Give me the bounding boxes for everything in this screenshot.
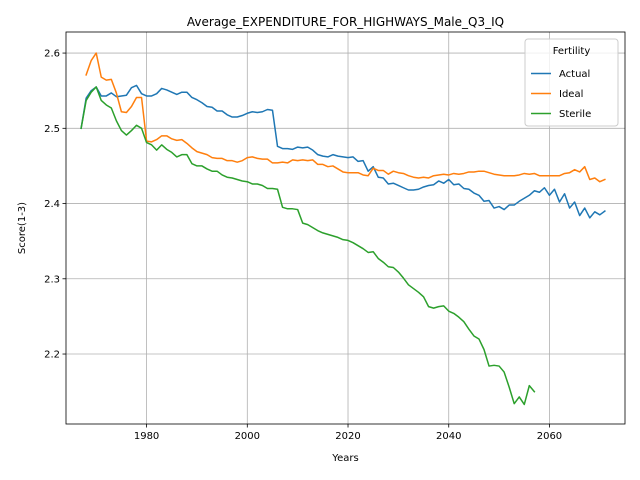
x-tick-label: 1980 bbox=[134, 431, 159, 442]
legend-items: Actual Ideal Sterile bbox=[531, 69, 591, 120]
y-tick-label: 2.3 bbox=[44, 274, 60, 285]
y-axis: 2.2 2.3 2.4 2.5 2.6 bbox=[44, 49, 66, 361]
legend-label-actual: Actual bbox=[559, 69, 590, 80]
y-tick-label: 2.2 bbox=[44, 350, 60, 361]
x-tick-label: 2000 bbox=[235, 431, 260, 442]
series-lines bbox=[80, 52, 606, 406]
y-axis-label: Score(1-3) bbox=[17, 202, 28, 254]
x-axis-label: Years bbox=[331, 453, 358, 464]
chart-title: Average_EXPENDITURE_FOR_HIGHWAYS_Male_Q3… bbox=[187, 15, 504, 29]
series-line-sterile bbox=[80, 86, 536, 406]
x-axis: 1980 2000 2020 2040 2060 bbox=[134, 424, 562, 442]
plot-frame bbox=[65, 31, 626, 425]
x-tick-label: 2020 bbox=[335, 431, 360, 442]
x-tick-label: 2060 bbox=[537, 431, 562, 442]
y-tick-label: 2.5 bbox=[44, 124, 60, 135]
legend-label-ideal: Ideal bbox=[559, 89, 583, 100]
legend-label-sterile: Sterile bbox=[559, 109, 591, 120]
y-tick-label: 2.6 bbox=[44, 49, 60, 60]
series-line-ideal bbox=[85, 52, 606, 183]
series-line-actual bbox=[80, 84, 606, 219]
legend: Fertility Actual Ideal Sterile bbox=[524, 38, 619, 127]
legend-box bbox=[524, 38, 619, 127]
x-tick-label: 2040 bbox=[436, 431, 461, 442]
y-tick-label: 2.4 bbox=[44, 199, 60, 210]
legend-title: Fertility bbox=[553, 46, 591, 57]
